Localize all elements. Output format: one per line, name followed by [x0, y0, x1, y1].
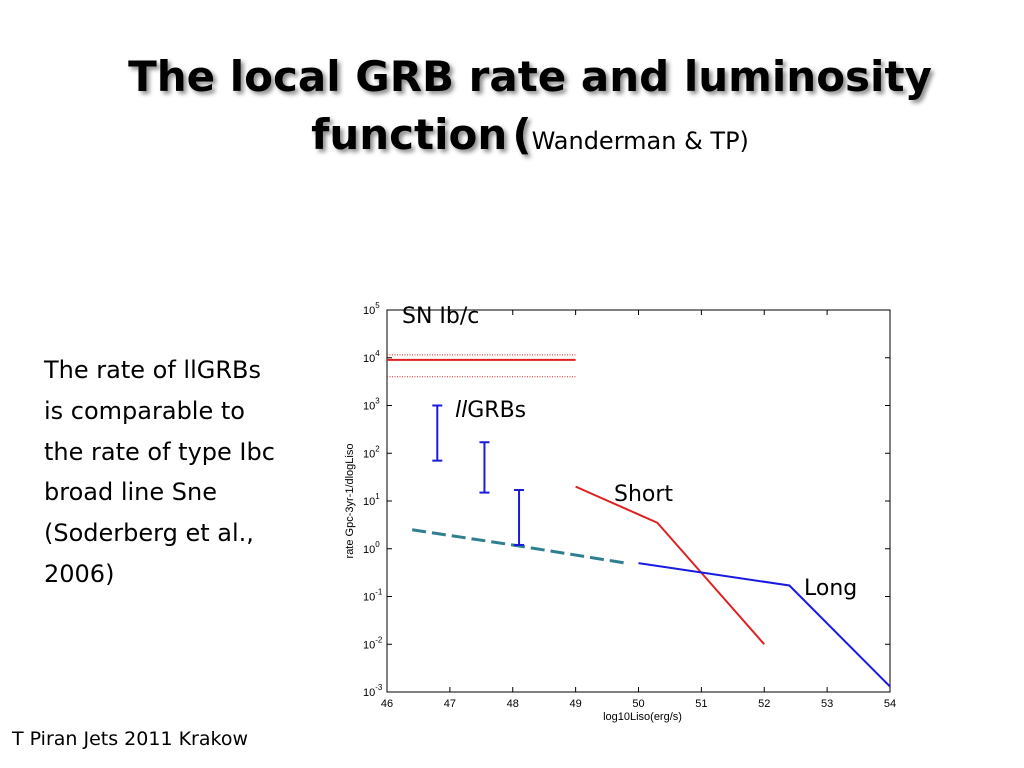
title-line-2: function: [311, 110, 508, 159]
annotation-sn-ibc: SN Ib/c: [402, 304, 479, 329]
slide-title: The local GRB rate and luminosity functi…: [120, 48, 940, 173]
llgrb-error-bar: [432, 404, 443, 462]
llgrb-error-bar: [479, 441, 490, 494]
series-long-line: [638, 562, 891, 688]
y-tick-label: 10-3: [363, 683, 383, 699]
llgrb-error-bar: [514, 488, 525, 546]
x-tick-label: 53: [821, 698, 833, 710]
title-line-2-row: function (Wanderman & TP): [120, 106, 940, 173]
series-ll_extrap-line: [411, 528, 627, 565]
footer: T Piran Jets 2011 Krakow: [12, 728, 248, 750]
x-tick-label: 46: [381, 698, 393, 710]
x-tick-label: 50: [632, 698, 644, 710]
title-open-paren: (: [512, 110, 532, 159]
title-line-1: The local GRB rate and luminosity: [128, 52, 932, 101]
chart-annotations: SN Ib/c llGRBs Short Long: [402, 304, 857, 601]
x-tick-label: 48: [507, 698, 519, 710]
x-tick-label: 52: [758, 698, 770, 710]
x-axis-label: log10Liso(erg/s): [603, 711, 682, 723]
y-tick-label: 100: [363, 540, 380, 556]
annotation-llgrbs: llGRBs: [455, 398, 526, 423]
y-tick-label: 101: [363, 492, 380, 508]
y-tick-label: 10-1: [363, 588, 383, 604]
y-tick-label: 105: [363, 301, 380, 317]
y-tick-label: 10-2: [363, 635, 383, 651]
x-tick-label: 51: [695, 698, 707, 710]
chart-axes: 46 47 48 49 50 51 52 53 54 10-3 10-2 10-1 100 101 102 1…: [344, 301, 896, 723]
y-tick-label: 102: [363, 444, 380, 460]
y-tick-label: 104: [363, 349, 380, 365]
annotation-short: Short: [614, 482, 673, 507]
side-text: The rate of llGRBs is comparable to the …: [44, 356, 275, 588]
y-tick-label: 103: [363, 397, 380, 413]
chart-marks: [387, 354, 891, 688]
series-short-line: [575, 485, 766, 645]
y-axis-label: rate Gpc-3yr-1/dlogLiso: [344, 444, 356, 559]
x-tick-label: 49: [570, 698, 582, 710]
x-tick-label: 47: [444, 698, 456, 710]
title-citation: Wanderman & TP): [531, 127, 749, 155]
annotation-long: Long: [804, 576, 857, 601]
x-tick-label: 54: [884, 698, 896, 710]
